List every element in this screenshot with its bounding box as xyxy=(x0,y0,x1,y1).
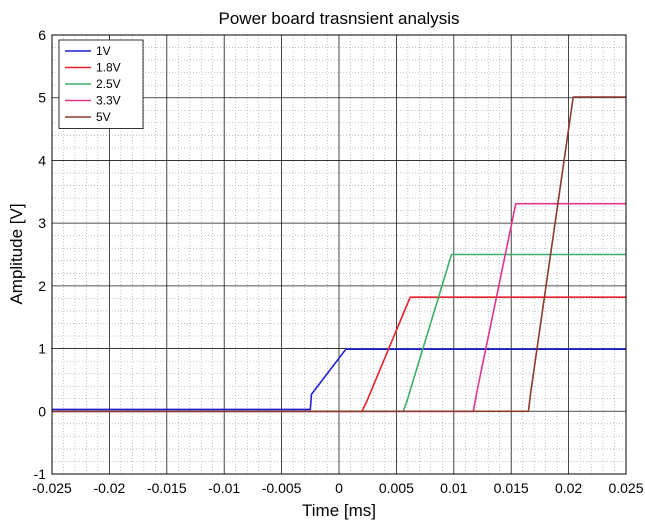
y-tick-label: 1 xyxy=(38,341,46,357)
x-tick-label: -0.005 xyxy=(262,480,302,496)
x-tick-label: 0.01 xyxy=(440,480,467,496)
legend-label-3.3V: 3.3V xyxy=(96,94,121,108)
x-tick-labels: -0.025 -0.02 -0.015 -0.01 -0.005 0 0.005 0.01 0.… xyxy=(32,480,644,496)
axes-border xyxy=(51,34,627,475)
y-tick-label: 4 xyxy=(38,152,46,168)
y-tick-label: -1 xyxy=(34,466,47,482)
y-tick-labels: -1 0 1 2 3 4 5 6 xyxy=(34,27,47,482)
x-tick-label: -0.025 xyxy=(32,480,72,496)
x-axis-label: Time [ms] xyxy=(302,501,376,520)
x-tick-label: 0.025 xyxy=(608,480,643,496)
x-tick-label: 0.02 xyxy=(555,480,582,496)
y-axis-label: Amplitude [V] xyxy=(7,203,26,304)
y-tick-label: 5 xyxy=(38,90,46,106)
legend-label-1.8V: 1.8V xyxy=(96,61,121,75)
x-tick-label: 0 xyxy=(335,480,343,496)
chart-title: Power board trasnsient analysis xyxy=(219,9,460,28)
y-tick-label: 0 xyxy=(38,403,46,419)
y-tick-label: 2 xyxy=(38,278,46,294)
series-layer xyxy=(52,96,626,413)
legend-label-5V: 5V xyxy=(96,110,111,124)
y-tick-label: 6 xyxy=(38,27,46,43)
x-tick-label: 0.005 xyxy=(379,480,414,496)
legend-label-2.5V: 2.5V xyxy=(96,77,121,91)
legend: 1V 1.8V 2.5V 3.3V 5V xyxy=(58,39,144,129)
x-tick-label: -0.02 xyxy=(93,480,125,496)
series-line-1V xyxy=(52,348,626,411)
axes-frame xyxy=(51,34,627,475)
x-tick-label: -0.01 xyxy=(208,480,240,496)
series-line-5V xyxy=(52,96,626,413)
y-tick-label: 3 xyxy=(38,215,46,231)
x-tick-label: -0.015 xyxy=(147,480,187,496)
x-tick-label: 0.015 xyxy=(494,480,529,496)
legend-label-1V: 1V xyxy=(96,44,111,58)
